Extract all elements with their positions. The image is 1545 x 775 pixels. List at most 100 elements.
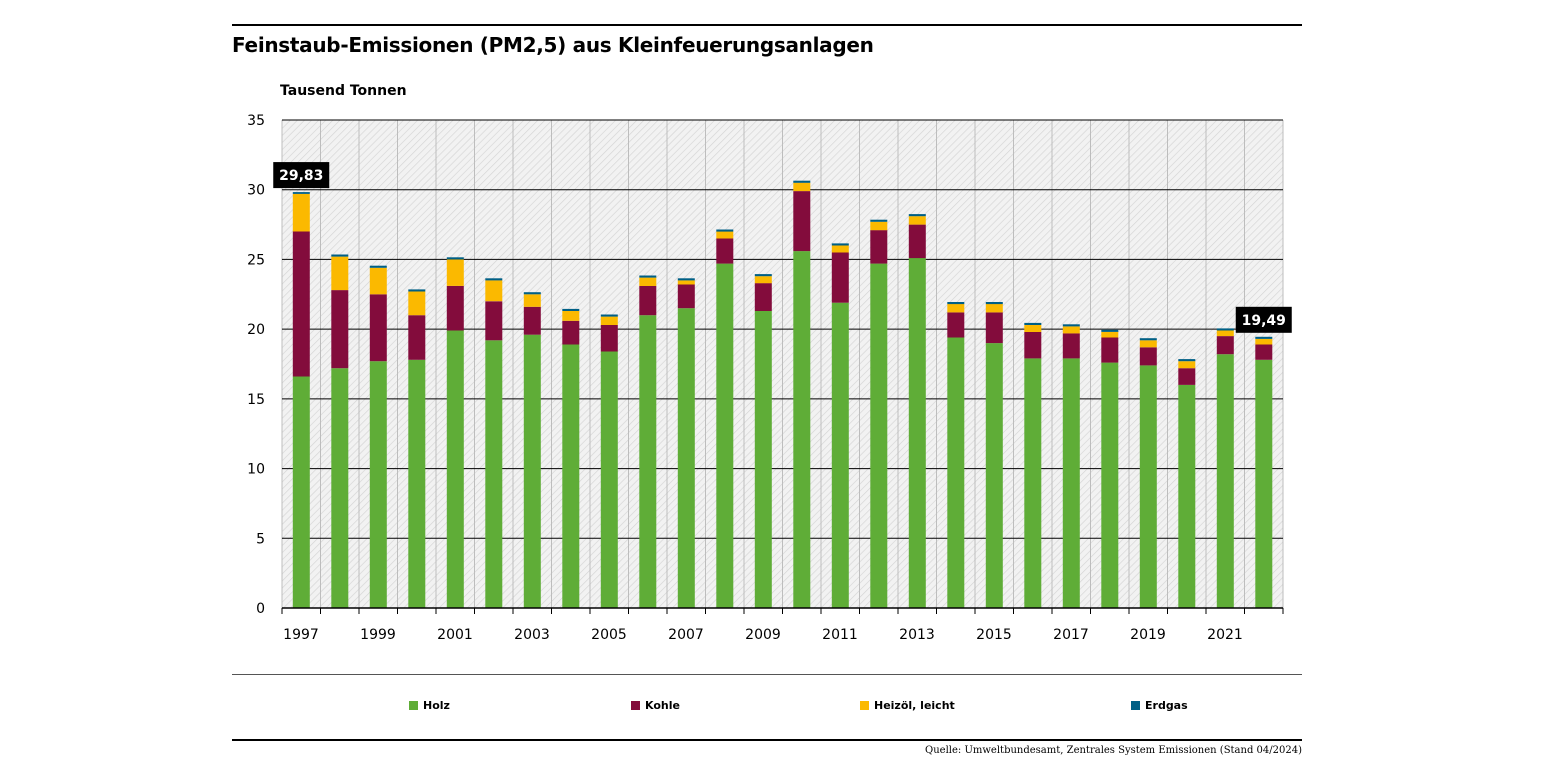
bar-segment-holz-2012 [870,263,888,608]
bar-segment-heiz-l-leicht-2004 [562,311,580,321]
legend-item-kohle: Kohle [631,699,680,712]
legend-item-holz: Holz [409,699,450,712]
legend-top-rule [232,674,1302,675]
x-tick-label: 2001 [437,627,473,643]
bar-segment-erdgas-2003 [523,292,541,295]
bar-segment-erdgas-2001 [446,257,464,260]
bar-segment-kohle-2012 [870,230,888,264]
x-tick-label: 2005 [591,627,627,643]
legend-item-heiz-l-leicht: Heizöl, leicht [860,699,955,712]
bar-segment-heiz-l-leicht-2015 [985,304,1003,313]
top-rule [232,24,1302,26]
bar-segment-erdgas-2016 [1024,322,1042,325]
bar-segment-holz-2011 [831,302,849,608]
bar-segment-holz-1997 [292,376,310,608]
bar-segment-heiz-l-leicht-2019 [1139,340,1157,348]
bar-segment-kohle-2019 [1139,347,1157,366]
bar-segment-holz-2013 [908,258,926,608]
bar-segment-holz-1998 [331,368,349,608]
bar-segment-kohle-2016 [1024,331,1042,359]
bar-segment-erdgas-2021 [1216,328,1234,331]
bar-segment-erdgas-2019 [1139,338,1157,341]
bar-segment-erdgas-2011 [831,243,849,246]
legend-label: Erdgas [1145,699,1188,712]
legend-swatch [1131,701,1140,710]
bar-segment-kohle-2001 [446,285,464,331]
legend-label: Kohle [645,699,680,712]
bar-segment-erdgas-2007 [677,278,695,281]
bar-segment-kohle-2009 [754,283,772,311]
bar-segment-heiz-l-leicht-2014 [947,304,965,313]
x-tick-label: 2011 [822,627,858,643]
bar-segment-erdgas-2006 [639,275,657,278]
bar-segment-erdgas-1999 [369,265,387,268]
bar-segment-heiz-l-leicht-2012 [870,221,888,231]
bar-segment-kohle-2002 [485,301,503,341]
bar-segment-kohle-2000 [408,315,426,360]
legend: Holz Kohle Heizöl, leicht Erdgas [0,699,1545,715]
bar-segment-erdgas-2015 [985,302,1003,305]
bar-segment-erdgas-2008 [716,229,734,232]
bottom-rule [232,739,1302,741]
x-tick-label: 2019 [1130,627,1166,643]
y-tick-label: 5 [256,531,265,547]
bar-segment-kohle-2006 [639,285,657,316]
bar-segment-kohle-2020 [1178,368,1196,385]
chart-title: Feinstaub-Emissionen (PM2,5) aus Kleinfe… [232,33,874,57]
bar-segment-heiz-l-leicht-2016 [1024,325,1042,332]
legend-label: Heizöl, leicht [874,699,955,712]
x-tick-label: 1999 [360,627,396,643]
bar-segment-heiz-l-leicht-2020 [1178,361,1196,369]
bar-segment-holz-2003 [523,334,541,608]
bar-segment-kohle-2014 [947,312,965,338]
bar-segment-heiz-l-leicht-1999 [369,267,387,295]
y-axis-unit-label: Tausend Tonnen [280,83,407,99]
bar-segment-kohle-2018 [1101,337,1119,363]
y-tick-label: 30 [247,183,265,199]
bar-segment-heiz-l-leicht-2013 [908,216,926,225]
legend-label: Holz [423,699,450,712]
legend-swatch [631,701,640,710]
y-tick-label: 25 [247,252,265,268]
bar-segment-erdgas-2000 [408,289,426,292]
bar-segment-erdgas-2002 [485,278,503,281]
bar-segment-erdgas-2005 [600,314,618,317]
y-tick-label: 35 [247,113,265,129]
bar-segment-holz-2014 [947,337,965,608]
bar-segment-heiz-l-leicht-2001 [446,259,464,286]
value-annotation-label: 19,49 [1242,313,1286,329]
bar-segment-kohle-1999 [369,294,387,362]
bar-segment-erdgas-1997 [292,192,310,194]
bar-segment-holz-2018 [1101,362,1119,608]
value-annotation-box [273,162,330,189]
bar-segment-holz-2000 [408,359,426,608]
bar-segment-erdgas-2004 [562,308,580,311]
bar-segment-holz-2019 [1139,365,1157,608]
bar-segment-holz-2020 [1178,384,1196,608]
bar-segment-erdgas-2017 [1062,324,1080,327]
x-tick-label: 2013 [899,627,935,643]
bar-segment-heiz-l-leicht-2017 [1062,326,1080,334]
y-tick-label: 15 [247,392,265,408]
bar-segment-kohle-2008 [716,238,734,264]
bar-segment-heiz-l-leicht-2005 [600,316,618,325]
bar-segment-erdgas-2009 [754,274,772,277]
bar-segment-kohle-2003 [523,306,541,335]
bar-segment-heiz-l-leicht-1997 [292,193,310,232]
bar-segment-heiz-l-leicht-2003 [523,294,541,307]
bar-segment-erdgas-2013 [908,214,926,217]
bar-segment-kohle-2004 [562,320,580,345]
bar-segment-heiz-l-leicht-2011 [831,245,849,253]
bar-segment-holz-2021 [1216,354,1234,608]
bar-segment-heiz-l-leicht-1998 [331,256,349,291]
legend-swatch [860,701,869,710]
bar-segment-heiz-l-leicht-2008 [716,231,734,239]
bar-segment-heiz-l-leicht-2010 [793,182,811,192]
bar-segment-kohle-2021 [1216,336,1234,355]
bar-segment-holz-2016 [1024,358,1042,608]
bar-segment-erdgas-2022 [1255,336,1273,339]
source-note: Quelle: Umweltbundesamt, Zentrales Syste… [925,745,1302,756]
bar-segment-holz-1999 [369,361,387,608]
bar-segment-heiz-l-leicht-2022 [1255,338,1273,345]
